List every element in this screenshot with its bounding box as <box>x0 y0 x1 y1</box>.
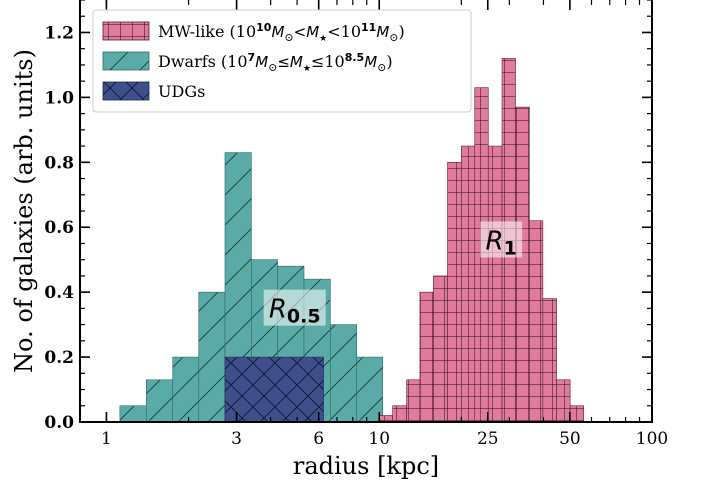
svg-text:R0.5: R0.5 <box>269 295 321 328</box>
bar-mw-14 <box>569 405 585 423</box>
bar-mw-12 <box>542 298 557 423</box>
bar-mw-10 <box>515 106 530 423</box>
svg-text:UDGs: UDGs <box>158 82 205 101</box>
bar-udgs-0 <box>224 356 324 423</box>
bar-mw-4 <box>433 275 448 423</box>
legend-entry-dwarfs: Dwarfs (107M⊙≤M★≤108.5M⊙) <box>102 51 393 74</box>
x-tick-label: 25 <box>477 429 499 449</box>
legend-entry-udgs: UDGs <box>102 81 205 101</box>
x-tick-label: 100 <box>636 429 668 449</box>
annotation-r1: R1 <box>480 221 523 259</box>
bar-dwarfs-9 <box>356 356 384 423</box>
series-udgs <box>224 356 324 423</box>
x-tick-label: 1 <box>101 429 112 449</box>
bar-dwarfs-3 <box>198 291 226 423</box>
bar-dwarfs-1 <box>145 379 174 423</box>
annotations-layer: R0.5 R1 <box>263 221 523 328</box>
legend-box <box>92 9 472 113</box>
legend: MW-like (1010M⊙<M★<1011M⊙) Dwarfs (107M⊙≤… <box>92 9 472 113</box>
bar-mw-5 <box>447 162 462 423</box>
plot-frame <box>79 0 653 423</box>
svg-text:MW-like (1010M⊙<M★<1011M⊙): MW-like (1010M⊙<M★<1011M⊙) <box>158 21 405 44</box>
x-tick-label: 6 <box>313 429 324 449</box>
y-tick-label: 0.4 <box>44 283 74 303</box>
legend-entry-mw: MW-like (1010M⊙<M★<1011M⊙) <box>102 21 405 44</box>
y-tick-label: 1.2 <box>44 23 74 43</box>
bar-mw-6 <box>461 145 476 423</box>
axes-layer: 1 3 6 10 25 50 100 0.0 0.2 0.4 0.6 0.8 1.0 1.2 <box>44 0 668 449</box>
x-tick-label: 50 <box>559 429 581 449</box>
y-tick-label: 0.6 <box>44 218 74 238</box>
y-tick-label: 0.2 <box>44 348 74 368</box>
svg-text:Dwarfs (107M⊙≤M★≤108.5M⊙): Dwarfs (107M⊙≤M★≤108.5M⊙) <box>158 51 393 74</box>
x-tick-label: 10 <box>368 429 390 449</box>
bars-layer <box>119 58 585 423</box>
bar-mw-13 <box>556 379 571 423</box>
bar-mw-3 <box>419 291 434 423</box>
y-tick-label: 0.0 <box>44 413 74 433</box>
annotation-r05: R0.5 <box>263 289 326 328</box>
bar-mw-8 <box>487 145 503 423</box>
y-tick-label: 0.8 <box>44 153 74 173</box>
x-tick-label: 3 <box>231 429 242 449</box>
bar-mw-11 <box>529 220 544 423</box>
y-tick-label: 1.0 <box>44 88 74 108</box>
bar-mw-1 <box>392 405 407 423</box>
svg-text:R1: R1 <box>486 226 517 259</box>
bar-dwarfs-8 <box>330 324 358 423</box>
bar-mw-2 <box>406 379 421 423</box>
y-axis-label: No. of galaxies (arb. units) <box>10 49 38 373</box>
x-axis-label: radius [kpc] <box>293 452 439 480</box>
bar-dwarfs-2 <box>172 356 200 423</box>
bar-dwarfs-0 <box>119 405 147 423</box>
